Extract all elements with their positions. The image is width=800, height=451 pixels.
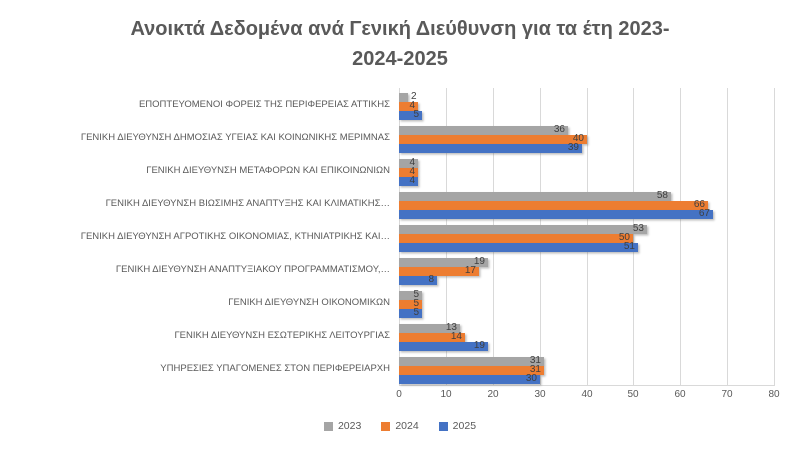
category-label: ΓΕΝΙΚΗ ΔΙΕΥΘΥΝΣΗ ΑΝΑΠΤΥΞΙΑΚΟΥ ΠΡΟΓΡΑΜΜΑΤ… (115, 264, 390, 275)
bar-value-label: 5 (413, 109, 419, 120)
bar-value-label: 19 (473, 256, 485, 267)
bar-2025[interactable] (399, 309, 422, 318)
chart-title-line2: 2024-2025 (352, 48, 448, 70)
x-tick-label: 50 (627, 389, 639, 400)
x-tick-label: 70 (721, 389, 733, 400)
bar-2024[interactable] (399, 300, 422, 309)
bar-2023[interactable] (399, 159, 418, 168)
gridline (727, 88, 728, 385)
bar-value-label: 4 (409, 166, 415, 177)
legend-item-2025[interactable]: 2025 (438, 420, 477, 432)
category-label: ΓΕΝΙΚΗ ΔΙΕΥΘΥΝΣΗ ΕΣΩΤΕΡΙΚΗΣ ΛΕΙΤΟΥΡΓΙΑΣ (174, 330, 390, 341)
category-label: ΓΕΝΙΚΗ ΔΙΕΥΘΥΝΣΗ ΟΙΚΟΝΟΜΙΚΩΝ (228, 297, 390, 308)
category-label: ΓΕΝΙΚΗ ΔΙΕΥΘΥΝΣΗ ΜΕΤΑΦΟΡΩΝ ΚΑΙ ΕΠΙΚΟΙΝΩΝ… (146, 165, 390, 176)
bar-value-label: 31 (529, 364, 541, 375)
legend: 2023 2024 2025 (0, 420, 800, 432)
bar-2024[interactable] (399, 267, 479, 276)
bar-2024[interactable] (399, 234, 633, 243)
x-tick-label: 10 (440, 389, 452, 400)
bar-2025[interactable] (399, 243, 638, 252)
bar-value-label: 5 (413, 289, 419, 300)
bar-2023[interactable] (399, 324, 460, 333)
bar-value-label: 4 (409, 175, 415, 186)
gridline (633, 88, 634, 385)
bar-2025[interactable] (399, 144, 582, 153)
x-axis: 0 10 20 30 40 50 60 70 80 (396, 389, 779, 403)
bar-value-label: 14 (450, 331, 462, 342)
bar-2025[interactable] (399, 276, 437, 285)
bar-2024[interactable] (399, 366, 544, 375)
category-label: ΥΠΗΡΕΣΙΕΣ ΥΠΑΓΟΜΕΝΕΣ ΣΤΟΝ ΠΕΡΙΦΕΡΕΙΑΡΧΗ (160, 363, 390, 374)
legend-label: 2025 (452, 420, 477, 432)
bar-2023[interactable] (399, 258, 488, 267)
bar-2023[interactable] (399, 291, 422, 300)
bar-2023[interactable] (399, 192, 671, 201)
legend-swatch-icon (323, 421, 333, 431)
bar-value-label: 31 (529, 355, 541, 366)
x-tick-label: 0 (396, 389, 402, 400)
x-tick-label: 40 (581, 389, 593, 400)
legend-swatch-icon (381, 421, 391, 431)
x-tick-label: 80 (768, 389, 780, 400)
bar-2024[interactable] (399, 201, 708, 210)
bar-value-label: 40 (572, 133, 584, 144)
bar-2025[interactable] (399, 111, 422, 120)
bar-2023[interactable] (399, 225, 647, 234)
bar-2024[interactable] (399, 168, 418, 177)
x-tick-label: 20 (487, 389, 499, 400)
bar-value-label: 17 (464, 265, 476, 276)
bar-value-label: 30 (525, 373, 537, 384)
bar-value-label: 53 (632, 223, 644, 234)
bar-value-label: 19 (473, 340, 485, 351)
bar-2024[interactable] (399, 333, 465, 342)
bar-2023[interactable] (399, 93, 408, 102)
gridline (680, 88, 681, 385)
bar-value-label: 36 (553, 124, 565, 135)
bar-2025[interactable] (399, 177, 418, 186)
bar-value-label: 5 (413, 307, 419, 318)
bar-value-label: 5 (413, 298, 419, 309)
bar-value-label: 58 (656, 190, 668, 201)
bar-2024[interactable] (399, 135, 587, 144)
bar-value-label: 67 (698, 208, 710, 219)
category-label: ΓΕΝΙΚΗ ΔΙΕΥΘΥΝΣΗ ΔΗΜΟΣΙΑΣ ΥΓΕΙΑΣ ΚΑΙ ΚΟΙ… (80, 132, 390, 143)
bar-value-label: 13 (445, 322, 457, 333)
bar-2024[interactable] (399, 102, 418, 111)
category-label: ΓΕΝΙΚΗ ΔΙΕΥΘΥΝΣΗ ΒΙΩΣΙΜΗΣ ΑΝΑΠΤΥΞΗΣ ΚΑΙ … (105, 198, 390, 209)
bar-value-label: 4 (409, 100, 415, 111)
bar-2025[interactable] (399, 375, 540, 384)
bar-2023[interactable] (399, 357, 544, 366)
bar-value-label: 4 (409, 157, 415, 168)
bar-value-label: 66 (693, 199, 705, 210)
plot-area: 2 4 5 36 40 39 4 4 4 58 66 67 53 50 51 19 17 8 5 5 5 13 14 19 31… (399, 88, 775, 386)
chart-title-line1: Ανοικτά Δεδομένα ανά Γενική Διεύθυνση γι… (130, 18, 670, 40)
bar-value-label: 51 (623, 241, 635, 252)
bar-2025[interactable] (399, 342, 488, 351)
bar-value-label: 2 (411, 91, 417, 102)
legend-label: 2023 (337, 420, 362, 432)
category-label: ΓΕΝΙΚΗ ΔΙΕΥΘΥΝΣΗ ΑΓΡΟΤΙΚΗΣ ΟΙΚΟΝΟΜΙΑΣ, Κ… (80, 231, 390, 242)
bar-value-label: 8 (428, 274, 434, 285)
bar-value-label: 39 (567, 142, 579, 153)
legend-item-2024[interactable]: 2024 (381, 420, 419, 432)
chart-title: Ανοικτά Δεδομένα ανά Γενική Διεύθυνση γι… (0, 14, 800, 74)
x-tick-label: 30 (534, 389, 546, 400)
bar-2025[interactable] (399, 210, 713, 219)
x-tick-label: 60 (674, 389, 686, 400)
bar-2023[interactable] (399, 126, 568, 135)
gridline (774, 88, 775, 385)
legend-item-2023[interactable]: 2023 (323, 420, 362, 432)
category-label: ΕΠΟΠΤΕΥΟΜΕΝΟΙ ΦΟΡΕΙΣ ΤΗΣ ΠΕΡΙΦΕΡΕΙΑΣ ΑΤΤ… (138, 99, 390, 110)
legend-swatch-icon (438, 421, 448, 431)
category-axis: ΕΠΟΠΤΕΥΟΜΕΝΟΙ ΦΟΡΕΙΣ ΤΗΣ ΠΕΡΙΦΕΡΕΙΑΣ ΑΤΤ… (0, 88, 390, 385)
legend-label: 2024 (395, 420, 419, 432)
bar-value-label: 50 (618, 232, 630, 243)
